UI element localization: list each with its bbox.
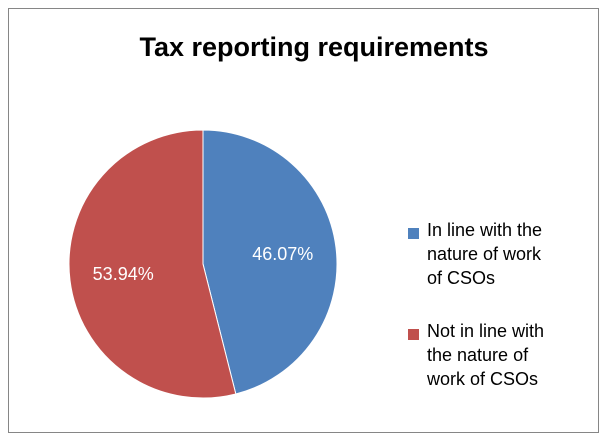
legend-label-not-in-line: Not in line with the nature of work of C… [427, 321, 545, 389]
pie-label-in-line: 46.07% [252, 244, 313, 264]
legend-swatch-not-in-line [408, 329, 419, 340]
pie-slice-in-line [202, 129, 338, 395]
legend-label-in-line: In line with the nature of work of CSOs [427, 220, 543, 288]
pie-label-not-in-line: 53.94% [93, 264, 154, 284]
chart-title: Tax reporting requirements [139, 32, 489, 62]
legend-swatch-in-line [408, 228, 419, 239]
pie-slice-not-in-line [68, 129, 237, 399]
